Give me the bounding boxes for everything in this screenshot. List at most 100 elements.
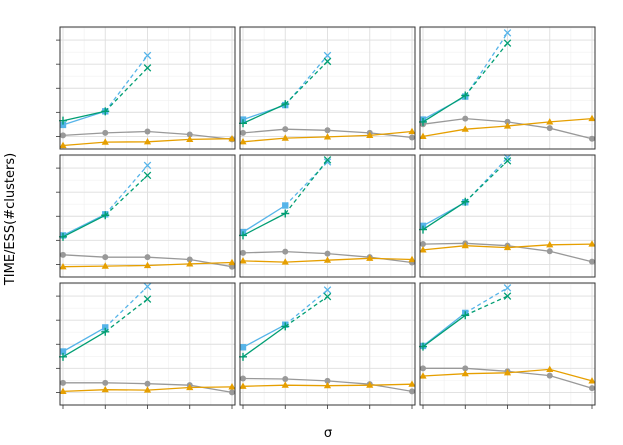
series-line-dashed [284,296,328,327]
circle-marker [462,115,469,122]
x-marker [503,39,512,47]
series-line [62,331,106,358]
triangle-marker [588,377,596,384]
series-1 [419,292,512,351]
circle-marker [60,379,66,386]
circle-marker [282,248,289,255]
panel-r2-c2 [419,282,596,406]
triangle-marker [281,381,289,388]
series-line [62,110,106,126]
series-line-dashed [464,287,508,314]
triangle-marker [546,241,554,248]
triangle-marker [186,135,194,143]
triangle-marker [59,262,67,270]
circle-marker [102,379,109,386]
circle-marker [546,372,553,379]
plus-marker [281,100,290,109]
series-line [242,204,286,233]
plus-marker [461,311,470,320]
triangle-marker [366,131,374,139]
circle-marker [504,118,511,125]
circle-marker [420,241,426,248]
series-line [62,214,106,238]
triangle-marker [503,369,512,376]
series-line-dashed [104,67,148,112]
circle-marker [144,380,151,387]
triangle-marker [281,258,289,265]
panel-border [419,154,596,278]
series-1 [59,171,152,241]
circle-marker [186,131,193,138]
triangle-marker [239,382,247,389]
x-marker [143,161,152,170]
square-marker [59,121,67,129]
circle-marker [60,132,66,139]
series-line [242,212,286,236]
series-1 [419,157,512,234]
circle-marker [589,385,595,392]
panel-r0-c1 [239,26,416,150]
triangle-marker [143,137,152,145]
triangle-marker [101,262,109,269]
square-marker [239,344,247,351]
triangle-marker [186,260,194,267]
panels-layer [59,26,596,406]
circle-marker [144,128,151,135]
plus-marker [461,197,470,206]
circle-marker [409,134,415,141]
series-line-dashed [284,289,328,326]
circle-marker [102,254,109,261]
x-marker [503,157,512,165]
triangle-marker [101,385,109,393]
series-0 [59,282,152,355]
circle-marker [324,377,331,384]
series-line [62,213,106,236]
series-line [422,312,466,347]
x-marker [143,295,152,303]
triangle-marker [228,383,236,390]
triangle-marker [408,380,416,387]
series-line-dashed [464,160,508,203]
panel-r1-c0 [59,154,236,278]
plus-marker [101,107,110,116]
x-marker [143,51,152,60]
triangle-marker [546,118,554,125]
panel-r1-c1 [239,154,416,278]
panel-border [419,26,596,150]
triangle-marker [461,241,469,249]
triangle-marker [419,246,427,253]
circle-marker [229,389,235,396]
circle-marker [546,125,553,132]
x-marker [323,158,332,166]
series-line [242,325,286,358]
series-3 [59,134,236,149]
series-3 [59,258,236,270]
triangle-marker [419,132,427,140]
series-3 [239,254,416,265]
circle-marker [282,126,289,133]
series-line [62,110,106,122]
triangle-marker [228,258,236,266]
x-marker [503,153,512,162]
plus-marker [101,327,110,336]
panel-border [239,154,416,278]
panel-r2-c1 [239,282,416,406]
circle-marker [420,365,426,372]
circle-marker [282,376,289,383]
series-line-dashed [104,286,148,328]
series-line-dashed [284,159,329,214]
circle-marker [546,248,553,255]
triangle-marker [366,381,374,388]
circle-marker [240,249,246,256]
series-1 [59,295,152,361]
series-3 [239,127,416,145]
series-line [242,103,286,124]
x-marker [323,57,332,66]
plus-marker [101,211,110,220]
triangle-marker [323,133,332,140]
circle-marker [229,263,235,270]
circle-marker [240,375,246,382]
circle-marker [60,251,66,258]
triangle-marker [59,141,67,149]
